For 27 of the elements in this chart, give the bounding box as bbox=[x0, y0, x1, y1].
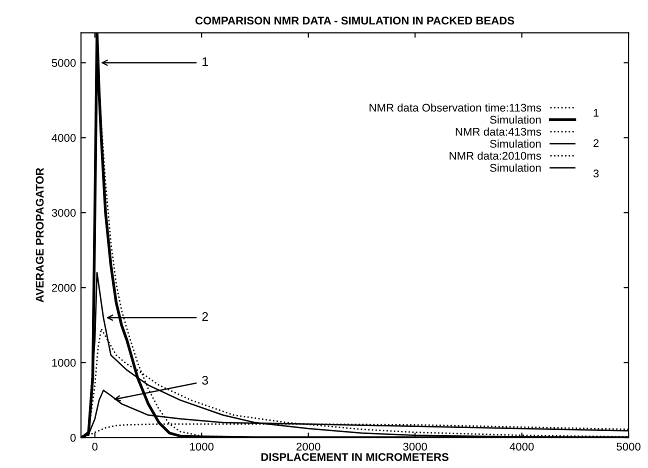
y-axis-title: AVERAGE PROPAGATOR bbox=[36, 168, 44, 302]
y-tick-label: 2000 bbox=[52, 284, 76, 292]
x-tick-label: 0 bbox=[92, 442, 98, 451]
annotation: 3 bbox=[593, 170, 599, 178]
x-axis-title: DISPLACEMENT IN MICROMETERS bbox=[261, 453, 448, 461]
annotation: 3 bbox=[202, 376, 208, 385]
x-tick-label: 4000 bbox=[510, 442, 534, 451]
y-tick-label: 3000 bbox=[52, 208, 76, 217]
legend-label: NMR data:413ms bbox=[456, 128, 542, 136]
y-tick-label: 0 bbox=[70, 434, 76, 442]
y-tick-label: 4000 bbox=[52, 134, 76, 142]
legend-label: NMR data Observation time:113ms bbox=[370, 103, 542, 112]
annotation: 2 bbox=[202, 312, 208, 321]
x-tick-label: 1000 bbox=[190, 442, 214, 451]
x-tick-label: 3000 bbox=[403, 442, 428, 451]
x-tick-label: 2000 bbox=[296, 442, 320, 451]
annotation: 1 bbox=[594, 108, 599, 117]
chart-title: COMPARISON NMR DATA - SIMULATION IN PACKED BEADS bbox=[195, 16, 514, 25]
legend-label: Simulation bbox=[490, 164, 541, 172]
annotation: 2 bbox=[594, 139, 599, 147]
legend-label: Simulation bbox=[490, 140, 541, 148]
y-tick-label: 1000 bbox=[52, 358, 76, 367]
y-tick-label: 5000 bbox=[52, 59, 76, 67]
x-tick-label: 5000 bbox=[616, 442, 640, 451]
annotation: 1 bbox=[202, 57, 208, 66]
legend-label: Simulation bbox=[490, 116, 541, 124]
legend-label: NMR data:2010ms bbox=[450, 152, 542, 160]
